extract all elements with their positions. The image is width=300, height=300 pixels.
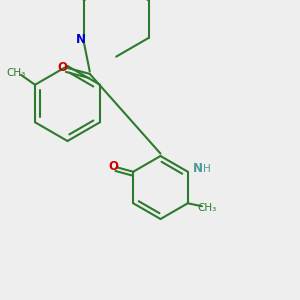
Text: H: H — [203, 164, 211, 174]
Text: O: O — [108, 160, 118, 173]
Text: N: N — [193, 162, 203, 175]
Text: N: N — [76, 33, 86, 46]
Text: CH₃: CH₃ — [6, 68, 25, 78]
Text: CH₃: CH₃ — [198, 203, 217, 213]
Text: O: O — [58, 61, 68, 74]
